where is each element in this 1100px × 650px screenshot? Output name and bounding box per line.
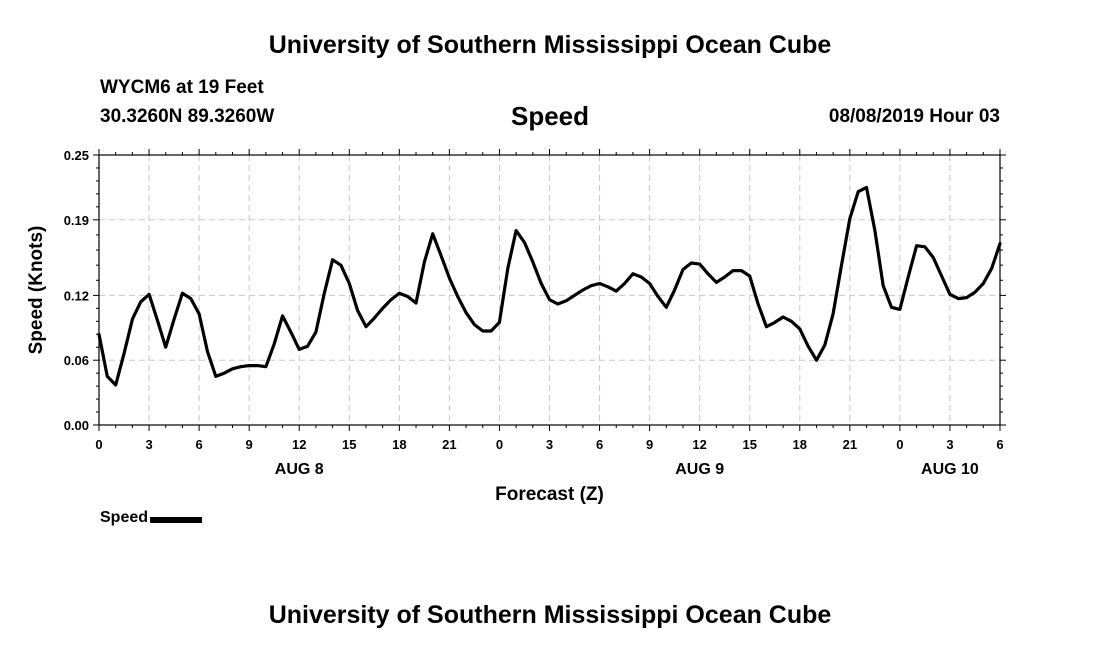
legend-label: Speed	[100, 509, 149, 526]
y-tick-label: 0.19	[64, 213, 89, 228]
x-tick-label: 12	[292, 437, 306, 452]
x-tick-label: 9	[646, 437, 653, 452]
station-label: WYCM6 at 19 Feet	[100, 77, 264, 98]
x-tick-label: 21	[442, 437, 456, 452]
chart-title: Speed	[510, 101, 590, 131]
page-title: University of Southern Mississippi Ocean…	[268, 31, 832, 59]
x-tick-label: 0	[896, 437, 903, 452]
y-tick-label: 0.12	[64, 288, 89, 303]
x-tick-label: 21	[843, 437, 857, 452]
x-tick-label: 6	[596, 437, 603, 452]
plot-frame	[98, 154, 1001, 426]
day-label: AUG 10	[921, 461, 979, 478]
coordinates-label: 30.3260N 89.3260W	[100, 106, 275, 127]
x-tick-label: 9	[246, 437, 253, 452]
x-tick-label: 6	[195, 437, 202, 452]
forecast-datetime: 08/08/2019 Hour 03	[828, 106, 1000, 127]
x-tick-label: 18	[793, 437, 807, 452]
day-label: AUG 9	[675, 461, 724, 478]
x-tick-label: 15	[742, 437, 756, 452]
x-tick-label: 0	[496, 437, 503, 452]
x-tick-label: 3	[546, 437, 553, 452]
y-tick-label: 0.25	[64, 148, 89, 163]
footer-title: University of Southern Mississippi Ocean…	[268, 601, 832, 629]
legend-line-swatch	[150, 517, 203, 523]
x-tick-label: 3	[946, 437, 953, 452]
x-tick-label: 15	[342, 437, 356, 452]
y-tick-label: 0.06	[64, 353, 89, 368]
x-tick-label: 3	[145, 437, 152, 452]
x-tick-label: 18	[392, 437, 406, 452]
day-label: AUG 8	[275, 461, 324, 478]
legend: Speed	[100, 509, 203, 527]
x-tick-label: 12	[692, 437, 706, 452]
y-tick-label: 0.00	[64, 418, 89, 433]
x-tick-label: 6	[996, 437, 1003, 452]
y-axis-label: Speed (Knots)	[26, 226, 47, 355]
series-line-speed	[97, 185, 1002, 387]
x-axis-label: Forecast (Z)	[495, 484, 604, 505]
x-tick-label: 0	[95, 437, 102, 452]
